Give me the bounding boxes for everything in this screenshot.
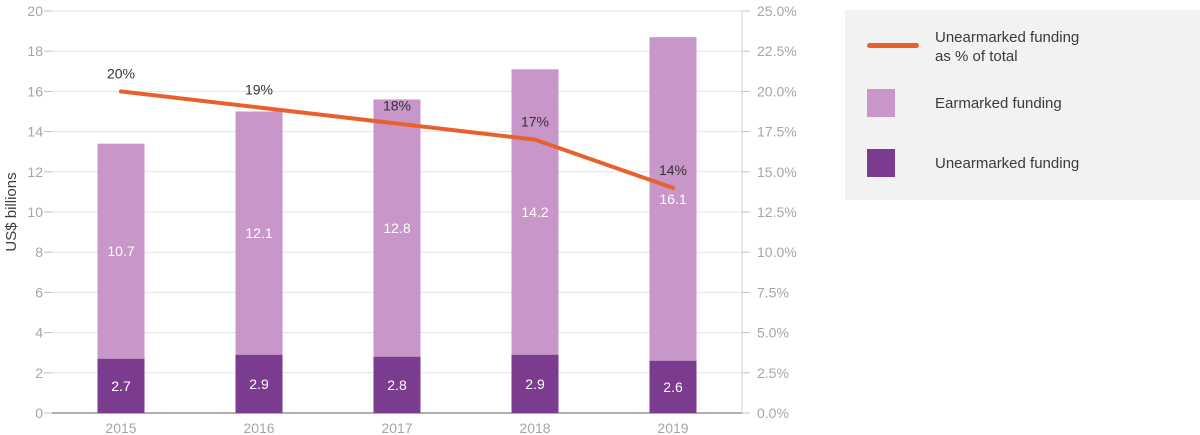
y-tick-label: 20	[27, 3, 43, 19]
legend-box-swatch-unearmarked	[867, 149, 895, 177]
y-tick-label: 6	[35, 284, 43, 300]
bar-unearmarked	[649, 360, 697, 413]
data-label-unearmarked: 2.9	[249, 376, 269, 392]
data-label-unearmarked: 2.8	[387, 377, 407, 393]
y2-tick-label: 25.0%	[757, 3, 797, 19]
y2-tick-label: 20.0%	[757, 83, 797, 99]
funding-chart: 0 2 4 6 8 10 12 14 16 18 20 0.0% 2.5% 5.0% 7.5% 10.0% 12…	[3, 3, 797, 435]
data-label-unearmarked: 2.9	[525, 376, 545, 392]
bar-earmarked	[511, 69, 559, 355]
data-label-earmarked: 16.1	[659, 191, 686, 207]
y-axis-title: US$ billions	[3, 172, 20, 251]
bar-earmarked	[235, 111, 283, 355]
legend-label-earmarked: Earmarked funding	[935, 95, 1062, 112]
y2-tick-label: 7.5%	[757, 284, 789, 300]
y-tick-label: 4	[35, 325, 43, 341]
x-tick-label: 2018	[519, 420, 550, 435]
bar-unearmarked	[511, 354, 559, 413]
data-label-pct: 14%	[659, 162, 687, 178]
legend-line-swatch	[867, 43, 919, 48]
chart-legend: Unearmarked funding as % of total Earmar…	[845, 10, 1200, 200]
y2-tick-label: 0.0%	[757, 405, 789, 421]
bar-unearmarked	[235, 354, 283, 413]
data-label-unearmarked: 2.6	[663, 379, 683, 395]
line-unearmarked-pct	[119, 89, 675, 190]
y2-tick-label: 10.0%	[757, 244, 797, 260]
y-tick-label: 16	[27, 83, 43, 99]
bar-earmarked	[373, 99, 421, 357]
y2-tick-label: 5.0%	[757, 325, 789, 341]
x-tick-label: 2015	[105, 420, 136, 435]
y2-tick-label: 17.5%	[757, 124, 797, 140]
y-tick-label: 12	[27, 164, 43, 180]
y-tick-label: 0	[35, 405, 43, 421]
legend-label-unearmarked: Unearmarked funding	[935, 155, 1080, 172]
data-label-pct: 20%	[107, 65, 135, 81]
y-tick-label: 18	[27, 43, 43, 59]
bar-earmarked	[649, 37, 697, 361]
y2-tick-label: 22.5%	[757, 43, 797, 59]
y-tick-label: 14	[27, 124, 43, 140]
data-label-earmarked: 10.7	[107, 243, 134, 259]
data-label-earmarked: 12.1	[245, 225, 272, 241]
data-label-pct: 19%	[245, 81, 273, 97]
y-tick-label: 8	[35, 244, 43, 260]
x-tick-label: 2019	[657, 420, 688, 435]
data-label-earmarked: 12.8	[383, 220, 410, 236]
x-tick-label: 2016	[243, 420, 274, 435]
data-label-pct: 18%	[383, 98, 411, 114]
legend-label-line2: as % of total	[935, 48, 1018, 65]
data-label-earmarked: 14.2	[521, 204, 548, 220]
y2-tick-label: 15.0%	[757, 164, 797, 180]
x-tick-label: 2017	[381, 420, 412, 435]
y2-tick-label: 2.5%	[757, 365, 789, 381]
bar-unearmarked	[97, 358, 145, 413]
data-label-unearmarked: 2.7	[111, 378, 131, 394]
y2-tick-label: 12.5%	[757, 204, 797, 220]
legend-box-swatch-earmarked	[867, 89, 895, 117]
data-label-pct: 17%	[521, 114, 549, 130]
bar-earmarked	[97, 143, 145, 359]
legend-label-line1: Unearmarked funding	[935, 29, 1080, 46]
y-tick-label: 10	[27, 204, 43, 220]
bar-unearmarked	[373, 356, 421, 413]
y-tick-label: 2	[35, 365, 43, 381]
